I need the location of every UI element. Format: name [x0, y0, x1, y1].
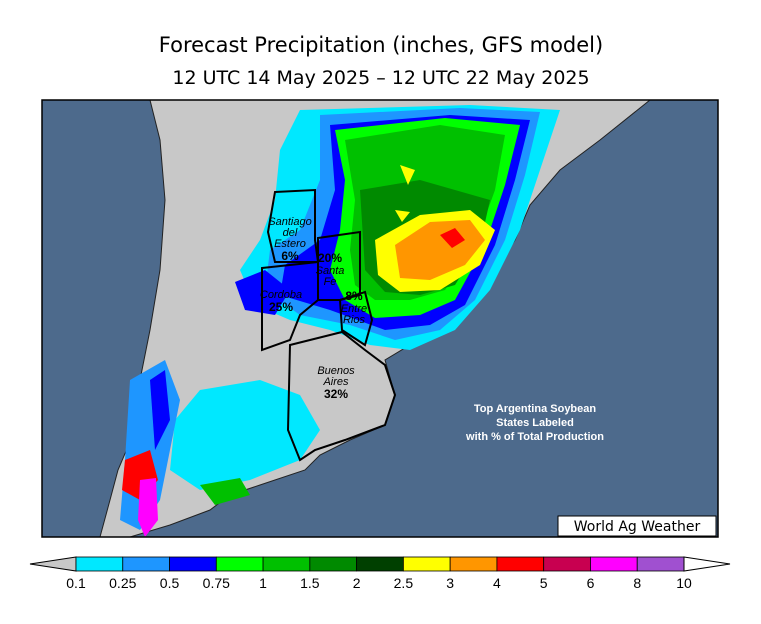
colorbar-arrow-low: [29, 556, 77, 572]
annotation-line: with % of Total Production: [465, 431, 604, 443]
colorbar-bin: [356, 556, 404, 572]
annotation-line: Top Argentina Soybean: [474, 403, 597, 415]
annotation: Top Argentina Soybean States Labeled with …: [465, 403, 604, 443]
region-name: Estero: [274, 238, 306, 250]
map-title: Forecast Precipitation (inches, GFS mode…: [159, 33, 603, 57]
region-share: 32%: [324, 387, 348, 401]
colorbar-tick-label: 0.1: [66, 575, 86, 591]
region-name: del: [283, 227, 298, 239]
colorbar-bin: [122, 556, 170, 572]
colorbar-bin: [496, 556, 545, 572]
colorbar-tick-label: 0.25: [109, 575, 136, 591]
colorbar-tick-label: 0.5: [160, 575, 180, 591]
region-share: 20%: [318, 251, 342, 265]
colorbar-tick-label: 2: [353, 575, 361, 591]
region-share: 8%: [345, 289, 363, 303]
colorbar-bin: [402, 556, 451, 572]
colorbar-tick-label: 0.75: [203, 575, 230, 591]
colorbar-tick-label: 10: [676, 575, 692, 591]
colorbar-arrow-high: [683, 556, 731, 572]
colorbar-tick-label: 1: [259, 575, 267, 591]
colorbar: 0.1 0.25 0.5 0.75 1 1.5 2 2.5 3 4 5 6 8 10: [29, 556, 731, 591]
map-subtitle: 12 UTC 14 May 2025 – 12 UTC 22 May 2025: [172, 67, 589, 89]
colorbar-tick-label: 4: [493, 575, 501, 591]
credit: World Ag Weather: [574, 519, 701, 535]
colorbar-bin: [636, 556, 685, 572]
colorbar-bin: [262, 556, 311, 572]
colorbar-bin: [309, 556, 358, 572]
region-name: Aires: [322, 376, 349, 388]
colorbar-bin: [449, 556, 498, 572]
colorbar-tick-label: 3: [446, 575, 454, 591]
colorbar-bin: [590, 556, 638, 572]
region-name: Cordoba: [260, 289, 302, 301]
colorbar-bin: [75, 556, 124, 572]
region-name: Entre: [341, 303, 367, 315]
map-frame: [41, 99, 719, 538]
colorbar-tick-label: 2.5: [394, 575, 414, 591]
province-borders: [261, 188, 397, 462]
region-name: Santa: [316, 265, 345, 277]
region-name: Buenos: [317, 365, 355, 377]
region-share: 6%: [281, 249, 299, 263]
colorbar-tick-label: 8: [633, 575, 641, 591]
map: [42, 100, 718, 537]
colorbar-bin: [215, 556, 264, 572]
region-name: Rios: [343, 314, 366, 326]
colorbar-tick-label: 6: [587, 575, 595, 591]
colorbar-bin: [169, 556, 217, 572]
annotation-line: States Labeled: [496, 417, 574, 429]
region-name: Fe: [324, 276, 337, 288]
colorbar-bin: [543, 556, 591, 572]
colorbar-tick-label: 5: [540, 575, 548, 591]
credit-box: [557, 515, 717, 537]
region-name: Santiago: [268, 216, 311, 228]
precip: [120, 105, 560, 537]
colorbar-tick-label: 1.5: [300, 575, 320, 591]
region-share: 25%: [269, 300, 293, 314]
